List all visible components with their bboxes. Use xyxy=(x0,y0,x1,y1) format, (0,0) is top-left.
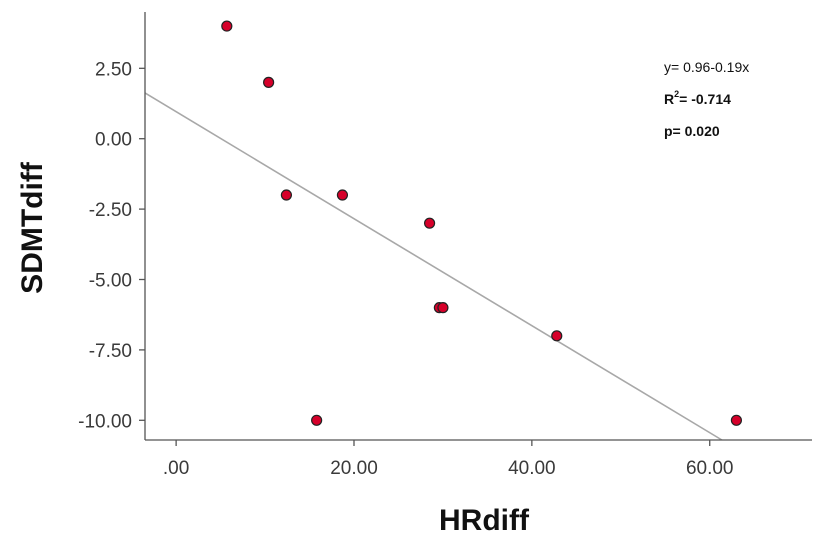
y-tick-label: -5.00 xyxy=(89,271,132,292)
data-point xyxy=(221,20,233,32)
data-point xyxy=(311,414,323,426)
data-point xyxy=(280,189,293,201)
data-point xyxy=(263,76,275,88)
x-tick-label: 20.00 xyxy=(330,458,378,479)
r-squared-label: R xyxy=(664,91,674,107)
x-tick-label: 60.00 xyxy=(686,458,734,479)
r-squared-superscript: 2 xyxy=(674,89,679,99)
y-axis-title: SDMTdiff xyxy=(16,161,49,294)
data-point xyxy=(551,330,563,342)
regression-line xyxy=(144,92,723,441)
y-tick-label: 0.00 xyxy=(95,130,132,151)
r-squared-value: = -0.714 xyxy=(679,91,731,107)
r-squared-annotation: R2= -0.714 xyxy=(664,89,731,107)
y-tick-label: -10.00 xyxy=(78,411,132,432)
y-tick-label: 2.50 xyxy=(95,59,132,80)
x-tick-label: .00 xyxy=(163,458,189,479)
y-tick-label: -7.50 xyxy=(89,341,132,362)
y-tick-label: -2.50 xyxy=(89,200,132,221)
data-point xyxy=(437,302,449,314)
data-point xyxy=(730,414,743,426)
equation-annotation: y= 0.96-0.19x xyxy=(664,59,749,75)
data-point xyxy=(336,189,349,201)
x-axis-title: HRdiff xyxy=(439,504,530,536)
data-point xyxy=(423,217,436,229)
p-value-annotation: p= 0.020 xyxy=(664,123,720,139)
x-tick-label: 40.00 xyxy=(508,458,556,479)
